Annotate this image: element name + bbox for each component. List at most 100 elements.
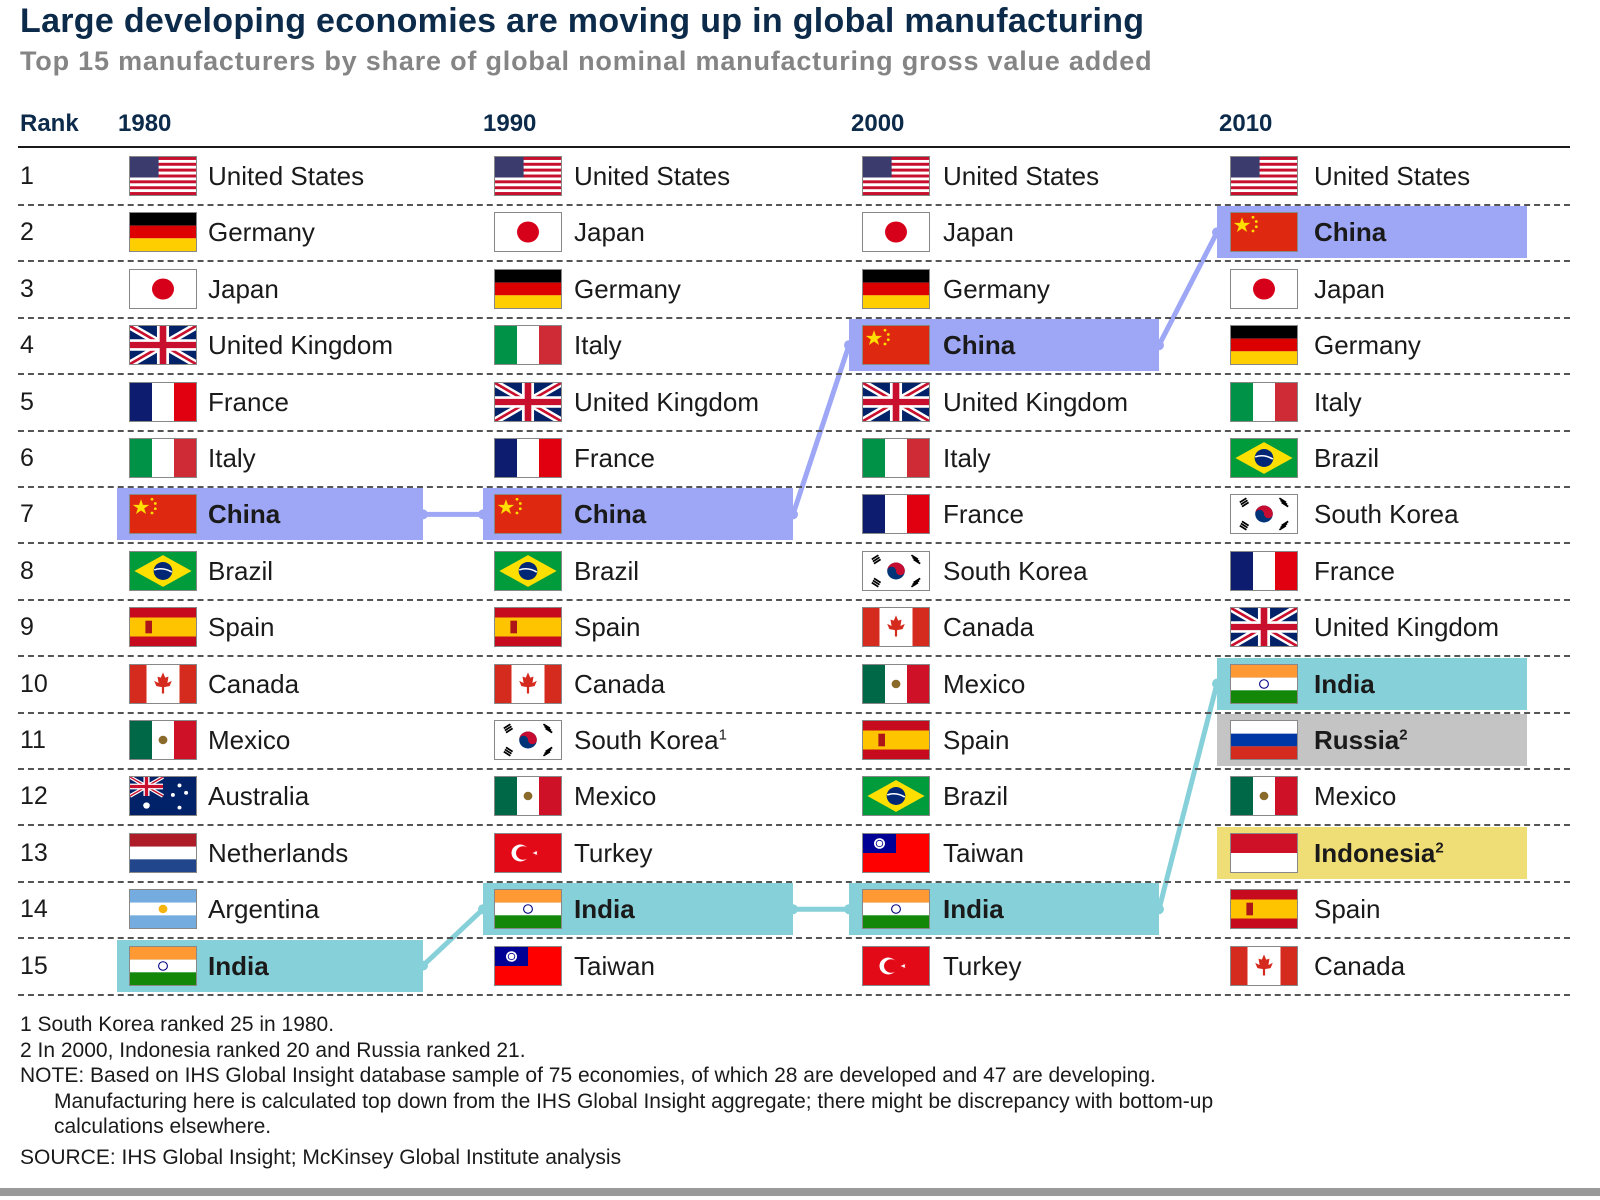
rank-2: 2 (20, 218, 34, 247)
country-mexico-1990: Mexico (574, 781, 656, 811)
note-line-1: NOTE: Based on IHS Global Insight databa… (20, 1064, 1156, 1087)
country-label: Turkey (943, 950, 1022, 981)
flag-it-icon (494, 325, 562, 366)
country-australia-1980: Australia (208, 781, 309, 811)
country-south-korea-1990: South Korea1 (574, 725, 727, 755)
flag-kr-icon (862, 550, 930, 591)
flag-us-icon (129, 156, 197, 196)
flag-kr-icon (494, 720, 562, 760)
rank-9: 9 (20, 613, 34, 642)
country-label: United Kingdom (208, 330, 393, 361)
country-brazil-2000: Brazil (943, 781, 1008, 811)
country-label: Germany (943, 273, 1050, 304)
country-label: Canada (1314, 950, 1406, 981)
column-header-2000: 2000 (851, 110, 905, 137)
connector-dot-china-2000 (1154, 340, 1164, 351)
country-india-2000: India (943, 894, 1004, 924)
row-separator (18, 429, 1570, 432)
country-south-korea-2000: South Korea (943, 556, 1088, 586)
country-france-2000: France (943, 499, 1024, 529)
connector-dot-india-1980 (418, 960, 428, 971)
country-label: China (574, 499, 647, 530)
country-label: United Kingdom (943, 386, 1128, 417)
flag-in-icon (1230, 663, 1298, 704)
country-turkey-1990: Turkey (574, 838, 653, 868)
country-label: United Kingdom (574, 386, 759, 417)
country-france-2010: France (1314, 556, 1395, 586)
country-label: Taiwan (574, 950, 655, 981)
flag-in-icon (129, 945, 197, 986)
connector-dot-india-1990 (788, 904, 798, 915)
country-label: United States (943, 161, 1100, 191)
flag-jp-icon (129, 268, 197, 309)
chart-title: Large developing economies are moving up… (20, 2, 1145, 40)
country-netherlands-1980: Netherlands (208, 838, 348, 868)
row-separator (18, 204, 1570, 206)
country-france-1990: France (574, 443, 655, 473)
country-brazil-2010: Brazil (1314, 443, 1379, 473)
row-separator (18, 655, 1570, 658)
country-label: France (574, 443, 655, 473)
rank-header: Rank (20, 110, 79, 137)
rank-5: 5 (20, 387, 34, 416)
country-russia-2010: Russia2 (1314, 725, 1408, 755)
flag-jp-icon (1230, 268, 1298, 309)
country-label: China (208, 499, 281, 530)
rank-1: 1 (20, 162, 34, 190)
country-japan-2000: Japan (943, 217, 1014, 247)
flag-mx-icon (1230, 776, 1298, 817)
connector-dot-india-2010 (1212, 678, 1222, 689)
country-label: South Korea (574, 725, 719, 755)
country-china-2000: China (943, 330, 1015, 360)
row-separator (18, 486, 1570, 488)
country-indonesia-2010: Indonesia2 (1314, 838, 1444, 868)
country-label: Turkey (574, 837, 653, 868)
country-spain-1990: Spain (574, 612, 641, 642)
country-mexico-2000: Mexico (943, 669, 1025, 699)
flag-uk-icon (1230, 607, 1298, 648)
country-label: South Korea (1314, 499, 1459, 530)
row-separator (18, 373, 1570, 376)
flag-cn-icon (862, 325, 930, 366)
country-label: United States (1314, 161, 1471, 191)
flag-us-icon (494, 156, 562, 196)
connector-dot-china-1980 (418, 509, 428, 520)
country-canada-2000: Canada (943, 612, 1034, 642)
rank-7: 7 (20, 500, 34, 529)
rank-8: 8 (20, 556, 34, 585)
rank-13: 13 (20, 838, 48, 867)
flag-id-icon (1230, 832, 1298, 873)
flag-es-icon (862, 720, 930, 760)
country-label: United States (208, 161, 365, 191)
flag-de-icon (129, 212, 197, 253)
country-label: Spain (943, 725, 1010, 755)
footnote-2: 2 In 2000, Indonesia ranked 20 and Russi… (20, 1038, 526, 1062)
country-label: United Kingdom (1314, 612, 1499, 643)
flag-in-icon (494, 889, 562, 930)
row-separator (18, 711, 1570, 714)
country-china-1990: China (574, 499, 646, 529)
country-label: Brazil (1314, 443, 1380, 473)
flag-es-icon (494, 607, 562, 648)
country-japan-2010: Japan (1314, 274, 1385, 304)
country-label: Argentina (208, 894, 320, 925)
bottom-rule (0, 1188, 1600, 1196)
flag-au-icon (129, 776, 197, 817)
flag-cn-icon (494, 494, 562, 535)
country-label: China (943, 330, 1016, 361)
country-united-states-2010: United States (1314, 161, 1470, 191)
country-germany-2010: Germany (1314, 330, 1421, 360)
country-label: India (1314, 668, 1375, 699)
country-label: Italy (574, 330, 622, 361)
country-label: South Korea (943, 555, 1088, 586)
country-label: India (943, 894, 1004, 925)
country-label: France (943, 499, 1024, 530)
flag-ar-icon (129, 889, 197, 930)
row-separator (18, 542, 1570, 545)
row-separator (18, 768, 1570, 770)
row-separator (18, 824, 1570, 827)
flag-mx-icon (494, 776, 562, 817)
row-separator (18, 598, 1570, 601)
country-germany-1990: Germany (574, 274, 681, 304)
country-italy-2010: Italy (1314, 387, 1362, 417)
